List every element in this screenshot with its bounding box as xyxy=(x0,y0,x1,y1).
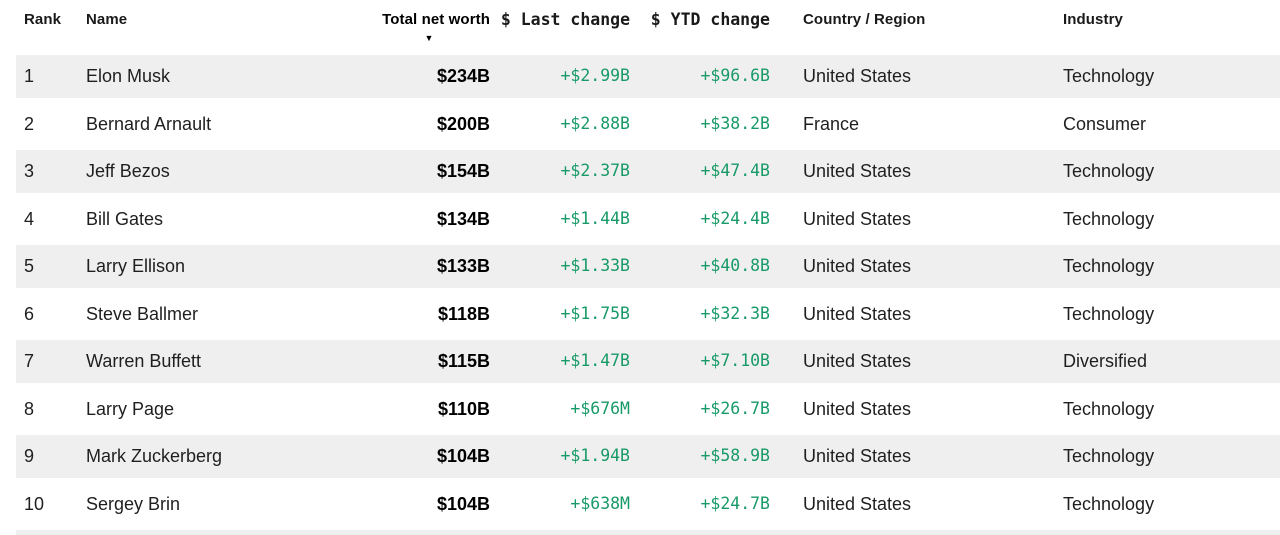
industry-cell: Technology xyxy=(1063,446,1155,467)
country-cell: United States xyxy=(803,161,912,182)
table-row[interactable]: 7 Warren Buffett $115B +$1.47B +$7.10B U… xyxy=(16,337,1280,385)
rank-cell: 7 xyxy=(24,351,35,372)
last-change-cell: +$2.37B xyxy=(560,161,630,180)
name-cell: Steve Ballmer xyxy=(86,303,199,324)
ytd-change-cell: +$96.6B xyxy=(700,66,770,85)
country-cell: France xyxy=(803,113,860,134)
ytd-change-cell: +$7.10B xyxy=(700,351,770,370)
last-change-cell: +$638M xyxy=(570,493,630,513)
ytd-change-cell: +$38.2B xyxy=(700,113,770,133)
table-header-row: Rank Name Total net worth ▼ $ Last chang… xyxy=(16,0,1280,52)
ytd-change-cell: +$24.4B xyxy=(700,208,770,228)
name-cell: Elon Musk xyxy=(86,66,171,87)
country-cell: United States xyxy=(803,256,912,277)
column-header-country[interactable]: Country / Region xyxy=(803,11,926,28)
industry-cell: Technology xyxy=(1063,493,1155,514)
last-change-cell: +$1.33B xyxy=(560,256,630,275)
industry-cell: Diversified xyxy=(1063,351,1148,372)
net-worth-cell: $118B xyxy=(437,303,490,324)
country-cell: United States xyxy=(803,66,912,87)
industry-cell: Consumer xyxy=(1063,113,1147,134)
table-row[interactable]: 9 Mark Zuckerberg $104B +$1.94B +$58.9B … xyxy=(16,432,1280,480)
net-worth-cell: $110B xyxy=(437,398,490,419)
net-worth-cell: $134B xyxy=(436,208,490,229)
net-worth-cell: $154B xyxy=(436,161,490,182)
country-cell: United States xyxy=(803,351,912,372)
column-header-ytd-change[interactable]: $ YTD change xyxy=(650,10,770,29)
last-change-cell: +$676M xyxy=(570,398,630,418)
ytd-change-cell: +$32.3B xyxy=(700,303,770,323)
ytd-change-cell: +$26.7B xyxy=(700,398,770,418)
name-cell: Sergey Brin xyxy=(86,493,181,514)
net-worth-cell: $133B xyxy=(436,256,490,277)
last-change-cell: +$1.44B xyxy=(560,208,630,228)
column-header-net-worth[interactable]: Total net worth ▼ xyxy=(368,10,490,44)
table-row[interactable]: 6 Steve Ballmer $118B +$1.75B +$32.3B Un… xyxy=(16,289,1280,337)
rank-cell: 3 xyxy=(24,161,35,182)
rank-cell: 5 xyxy=(24,256,35,277)
ytd-change-cell: +$58.9B xyxy=(700,446,770,465)
name-cell: Mark Zuckerberg xyxy=(86,446,223,467)
table-body: 1 Elon Musk $234B +$2.99B +$96.6B United… xyxy=(0,52,1280,527)
name-cell: Larry Ellison xyxy=(86,256,186,277)
last-change-cell: +$1.75B xyxy=(560,303,630,323)
net-worth-cell: $200B xyxy=(436,113,490,134)
ytd-change-cell: +$47.4B xyxy=(700,161,770,180)
table-row[interactable]: 10 Sergey Brin $104B +$638M +$24.7B Unit… xyxy=(16,479,1280,527)
name-cell: Bernard Arnault xyxy=(86,113,212,134)
column-header-last-change[interactable]: $ Last change xyxy=(500,10,630,29)
sort-descending-icon[interactable]: ▼ xyxy=(424,33,434,43)
ytd-change-cell: +$24.7B xyxy=(700,493,770,513)
name-cell: Larry Page xyxy=(86,398,175,419)
table-row[interactable]: 5 Larry Ellison $133B +$1.33B +$40.8B Un… xyxy=(16,242,1280,290)
country-cell: United States xyxy=(803,208,912,229)
column-header-net-worth-label: Total net worth xyxy=(382,11,490,28)
net-worth-cell: $104B xyxy=(436,493,490,514)
table-row[interactable]: 8 Larry Page $110B +$676M +$26.7B United… xyxy=(16,384,1280,432)
last-change-cell: +$2.88B xyxy=(560,113,630,133)
country-cell: United States xyxy=(803,303,912,324)
table-row[interactable]: 3 Jeff Bezos $154B +$2.37B +$47.4B Unite… xyxy=(16,147,1280,195)
country-cell: United States xyxy=(803,493,912,514)
last-change-cell: +$1.47B xyxy=(560,351,630,370)
rank-cell: 8 xyxy=(24,398,35,419)
name-cell: Jeff Bezos xyxy=(86,161,170,182)
column-header-rank[interactable]: Rank xyxy=(24,11,62,28)
ytd-change-cell: +$40.8B xyxy=(700,256,770,275)
table-row[interactable]: 1 Elon Musk $234B +$2.99B +$96.6B United… xyxy=(16,52,1280,100)
last-change-cell: +$2.99B xyxy=(560,66,630,85)
rank-cell: 9 xyxy=(24,446,35,467)
industry-cell: Technology xyxy=(1063,256,1155,277)
column-header-industry[interactable]: Industry xyxy=(1063,11,1123,28)
country-cell: United States xyxy=(803,446,912,467)
table-row[interactable]: 4 Bill Gates $134B +$1.44B +$24.4B Unite… xyxy=(16,194,1280,242)
industry-cell: Technology xyxy=(1063,161,1155,182)
column-header-name[interactable]: Name xyxy=(86,11,128,28)
name-cell: Bill Gates xyxy=(86,208,164,229)
industry-cell: Technology xyxy=(1063,66,1155,87)
next-row-partial xyxy=(16,527,1280,535)
rank-cell: 4 xyxy=(24,208,35,229)
net-worth-cell: $115B xyxy=(437,351,490,372)
rank-cell: 1 xyxy=(24,66,35,87)
country-cell: United States xyxy=(803,398,912,419)
rank-cell: 2 xyxy=(24,113,35,134)
industry-cell: Technology xyxy=(1063,208,1155,229)
rank-cell: 10 xyxy=(24,493,45,514)
industry-cell: Technology xyxy=(1063,303,1155,324)
rank-cell: 6 xyxy=(24,303,35,324)
net-worth-cell: $234B xyxy=(436,66,490,87)
table-row[interactable]: 2 Bernard Arnault $200B +$2.88B +$38.2B … xyxy=(16,99,1280,147)
name-cell: Warren Buffett xyxy=(86,351,202,372)
industry-cell: Technology xyxy=(1063,398,1155,419)
net-worth-cell: $104B xyxy=(436,446,490,467)
last-change-cell: +$1.94B xyxy=(560,446,630,465)
